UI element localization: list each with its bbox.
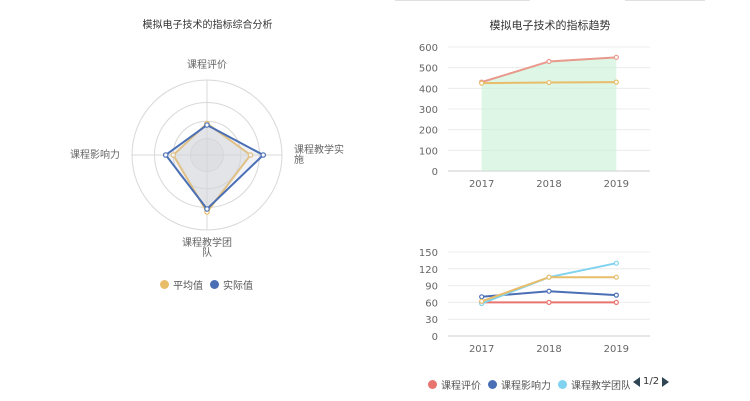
series-point <box>546 274 552 280</box>
trend-chart-top: 0 100 200 300 400 500 600 2017 2018 2019 <box>419 43 650 190</box>
top-divider-left <box>395 0 530 1</box>
legend-label-course-team: 课程教学团队 <box>571 381 630 392</box>
series-point <box>479 80 485 86</box>
y-tick-label: 300 <box>419 105 438 116</box>
legend-item-actual[interactable]: 实际值 <box>210 277 253 292</box>
series-point <box>546 79 552 86</box>
y-tick-label: 120 <box>419 265 438 276</box>
legend-dot-average <box>160 280 169 289</box>
legend-label-average: 平均值 <box>173 281 203 292</box>
y-tick-label: 90 <box>425 282 438 293</box>
legend-label-course-eval: 课程评价 <box>441 381 481 392</box>
series-point <box>613 54 619 60</box>
legend-dot-course-eval <box>428 380 437 389</box>
legend-item-course-eval[interactable]: 课程评价 <box>428 377 481 392</box>
y-tick-label: 60 <box>425 298 438 309</box>
x-tick-label: 2019 <box>604 344 629 355</box>
x-tick-label: 2018 <box>536 179 561 190</box>
radar-indicator-label: 课程教学实施 <box>294 143 344 166</box>
radar-point <box>162 152 169 158</box>
radar-point <box>247 152 254 158</box>
series-point <box>613 79 619 85</box>
pager-text: 1/2 <box>643 376 660 387</box>
radar-indicator-label: 课程教学团队 <box>182 236 232 259</box>
radar-chart-title: 模拟电子技术的指标综合分析 <box>142 20 273 31</box>
y-tick-label: 200 <box>419 126 438 137</box>
series-point <box>546 288 552 294</box>
trend-chart-title: 模拟电子技术的指标趋势 <box>489 19 611 32</box>
y-tick-label: 0 <box>432 332 438 343</box>
x-tick-label: 2017 <box>469 344 494 355</box>
legend-dot-course-influence <box>488 380 497 389</box>
legend-item-course-influence[interactable]: 课程影响力 <box>488 377 551 392</box>
y-tick-label: 150 <box>419 248 438 259</box>
radar-point <box>204 122 210 128</box>
series-point <box>546 299 552 305</box>
pager-next-icon[interactable] <box>662 376 670 387</box>
series-point <box>479 294 485 300</box>
x-tick-label: 2018 <box>536 344 561 355</box>
y-tick-label: 0 <box>432 167 438 178</box>
trend-chart-bottom: 0 30 60 90 120 150 2017 2018 2019 <box>419 248 650 355</box>
radar-series-area <box>164 123 265 211</box>
radar-point <box>170 152 177 158</box>
y-tick-label: 400 <box>419 84 438 95</box>
pager-prev-icon[interactable] <box>633 376 640 387</box>
x-tick-label: 2019 <box>604 179 629 190</box>
series-area <box>481 57 617 172</box>
radar-indicator-label: 课程评价 <box>187 59 227 71</box>
series-point <box>613 299 619 305</box>
legend-dot-course-team <box>558 380 567 389</box>
legend-label-actual: 实际值 <box>223 281 253 292</box>
x-tick-label: 2017 <box>469 179 494 190</box>
legend-label-course-influence: 课程影响力 <box>501 381 551 392</box>
series-point <box>479 298 485 304</box>
y-tick-label: 600 <box>419 43 438 54</box>
radar-point <box>260 152 267 158</box>
legend-pager: 1/2 <box>633 376 670 387</box>
top-divider-right <box>625 0 705 1</box>
series-point <box>546 58 552 65</box>
legend-item-average[interactable]: 平均值 <box>160 277 203 292</box>
series-point <box>613 274 619 280</box>
series-point <box>613 260 619 266</box>
radar-indicator-label: 课程影响力 <box>70 148 120 161</box>
legend-item-course-team[interactable]: 课程教学团队 <box>558 377 630 392</box>
legend-dot-actual <box>210 280 219 289</box>
series-point <box>613 292 619 298</box>
radar-point <box>204 206 210 212</box>
y-tick-label: 30 <box>425 315 438 326</box>
y-tick-label: 500 <box>419 64 438 75</box>
y-tick-label: 100 <box>419 146 438 157</box>
